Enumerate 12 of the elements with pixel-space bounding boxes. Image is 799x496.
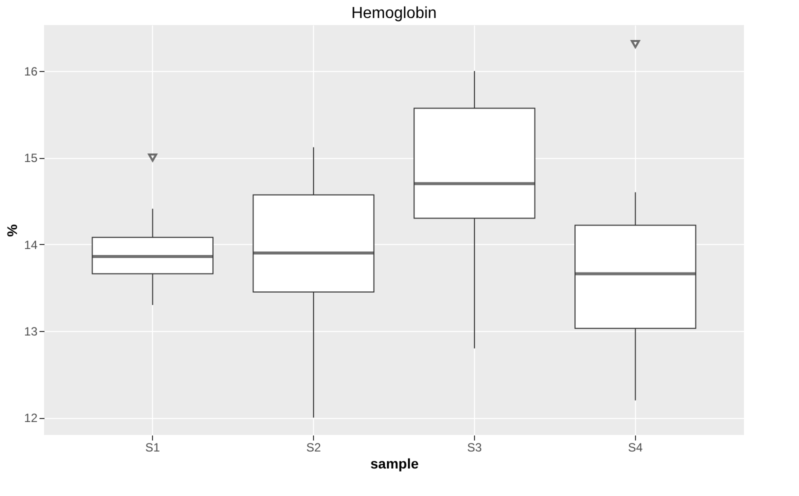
y-tick-label: 14 — [24, 238, 38, 252]
x-tick-label: S3 — [467, 440, 482, 454]
y-tick-label: 16 — [24, 64, 38, 78]
y-tick-label: 13 — [24, 324, 38, 338]
x-tick-label: S1 — [145, 440, 160, 454]
x-axis-title: sample — [370, 456, 419, 472]
y-axis-title: % — [4, 224, 20, 237]
x-tick-label: S4 — [628, 440, 644, 454]
y-tick-label: 12 — [24, 411, 38, 426]
y-tick-label: 15 — [24, 151, 38, 166]
x-tick-label: S2 — [306, 440, 322, 454]
chart-title: Hemoglobin — [351, 5, 437, 22]
